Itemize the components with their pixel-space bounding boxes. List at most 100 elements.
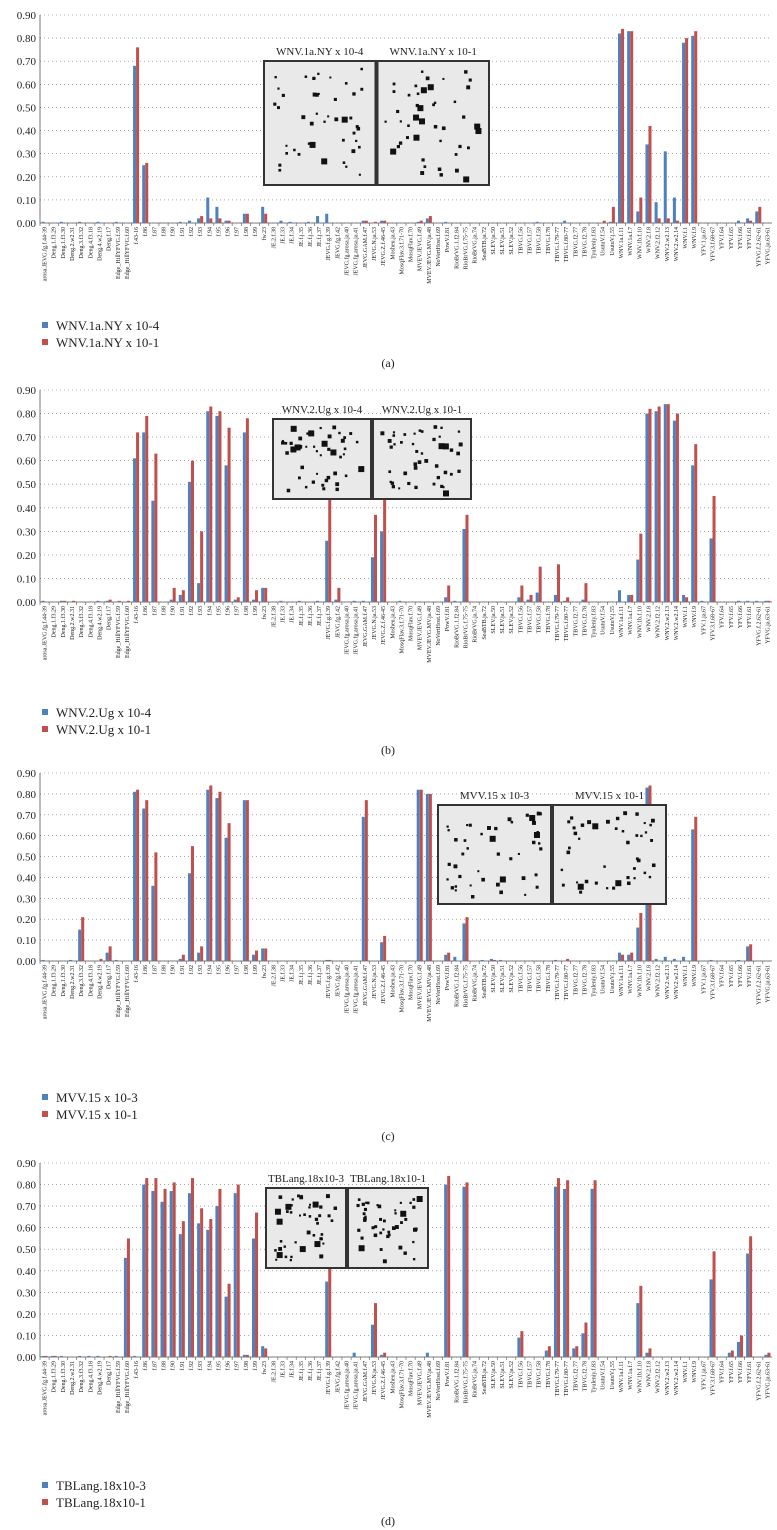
- bar: [767, 600, 771, 602]
- x-tick-label: fw.23: [261, 227, 268, 240]
- bar: [151, 500, 155, 602]
- x-tick-label: Deng.1.f3.29: [51, 606, 58, 638]
- blot-spot: [377, 1204, 382, 1209]
- bar: [209, 785, 213, 961]
- bar: [425, 793, 429, 961]
- blot-spot: [387, 1230, 391, 1234]
- bar: [627, 31, 631, 223]
- bar: [639, 912, 643, 961]
- x-tick-label: f.43-16: [133, 227, 140, 245]
- bar: [611, 206, 615, 223]
- blot-spot: [456, 451, 460, 456]
- bar: [746, 218, 750, 223]
- bar: [627, 594, 631, 602]
- blot-spot: [481, 877, 485, 882]
- blot-spot: [323, 120, 326, 123]
- x-tick-label: WNV.2.w2.14: [674, 1361, 680, 1395]
- blot-spot: [427, 84, 434, 91]
- x-tick-label: TBVG.f.78: [545, 227, 552, 254]
- blot-spot: [536, 811, 541, 816]
- x-tick-label: Deng.4.f3.18: [87, 227, 94, 259]
- blot-spot: [363, 1207, 368, 1211]
- x-tick-label: WNV.2.w2.13: [665, 606, 671, 640]
- blot-spot: [424, 459, 429, 463]
- blot-spot: [306, 432, 309, 435]
- blot-image: [263, 60, 377, 186]
- blot-spot: [470, 895, 475, 899]
- x-tick-label: WNV.2.w2.14: [674, 965, 680, 999]
- blot-spot: [612, 886, 616, 890]
- blot-spot: [286, 488, 291, 493]
- bar: [136, 789, 140, 961]
- blot-spot: [413, 134, 420, 141]
- x-tick-label: TBVG.f2.77: [572, 965, 579, 995]
- bar: [535, 592, 539, 602]
- x-tick-label: f.94: [206, 227, 213, 237]
- blot-spot: [338, 431, 341, 435]
- y-tick-label: 0.60: [17, 1223, 37, 1235]
- x-tick-label: f.96: [225, 965, 232, 975]
- blot-spot: [376, 1204, 379, 1207]
- bar: [264, 213, 268, 223]
- x-tick-label: YFVG.ja.63-61: [765, 606, 771, 644]
- x-tick-label: JEVG.N.ja.53: [372, 965, 378, 999]
- blot-spot: [480, 832, 483, 836]
- blot-spot: [623, 811, 628, 816]
- blot-spot: [329, 76, 332, 79]
- bar: [81, 917, 85, 961]
- blot-spot: [534, 873, 538, 877]
- legend-label: MVV.15 x 10-1: [56, 1107, 138, 1122]
- blot-spot: [341, 116, 348, 123]
- x-tick-label: SeaBTB.ja.72: [482, 1361, 488, 1395]
- blot-spot: [345, 165, 348, 168]
- blot-spot: [312, 1234, 316, 1237]
- bar: [206, 197, 210, 223]
- x-tick-label: JE.f.j.37: [316, 606, 323, 626]
- bar: [297, 600, 301, 602]
- bar: [59, 600, 63, 602]
- bar: [218, 791, 222, 961]
- blot-spot: [324, 478, 329, 483]
- bar: [87, 1355, 91, 1357]
- bar: [325, 959, 329, 961]
- blot-spot: [434, 464, 439, 468]
- blot-spot: [466, 847, 469, 850]
- bar: [465, 514, 469, 602]
- x-tick-label: TBVG.f.58: [536, 965, 543, 992]
- x-tick-label: TBVG.f.58: [536, 606, 543, 633]
- y-tick-label: 0.50: [17, 852, 37, 864]
- blot-spot: [626, 876, 630, 880]
- blot-spot: [447, 862, 451, 866]
- blot-spot: [277, 87, 280, 90]
- x-tick-label: YFV.3.f.68-67: [710, 1361, 717, 1396]
- blot-spot: [433, 425, 438, 429]
- x-tick-label: f.93: [197, 1361, 204, 1371]
- bar: [764, 600, 768, 602]
- x-tick-label: TBVG.f.79-77: [554, 227, 561, 262]
- x-tick-label: WNV.2.f2.12: [655, 227, 662, 259]
- blot-spot: [290, 446, 297, 453]
- blot-spot: [388, 470, 392, 474]
- x-tick-label: SLEV.ja.50: [491, 606, 497, 634]
- bar: [581, 1333, 585, 1357]
- bar: [172, 1182, 176, 1357]
- blot-spot: [319, 454, 322, 457]
- blot-spot: [349, 116, 353, 120]
- bar: [361, 220, 365, 223]
- x-tick-label: WNV.1a.f.11: [618, 606, 625, 638]
- blot-spot: [309, 141, 316, 148]
- bar: [444, 221, 448, 223]
- blot-spot: [614, 827, 618, 831]
- blot-spot: [301, 115, 306, 120]
- blot-spot: [379, 1231, 383, 1235]
- x-tick-label: YFV.f.61: [746, 227, 753, 249]
- blot-spot: [487, 826, 491, 830]
- bar: [206, 1229, 210, 1357]
- bar: [663, 404, 667, 602]
- bar: [136, 47, 140, 223]
- x-tick-label: TBVG.f2.77: [572, 227, 579, 257]
- bar: [563, 1188, 567, 1357]
- x-tick-label: MosqFlav.3.f.71-70: [398, 1361, 405, 1408]
- bar: [252, 599, 256, 602]
- bar: [96, 221, 100, 223]
